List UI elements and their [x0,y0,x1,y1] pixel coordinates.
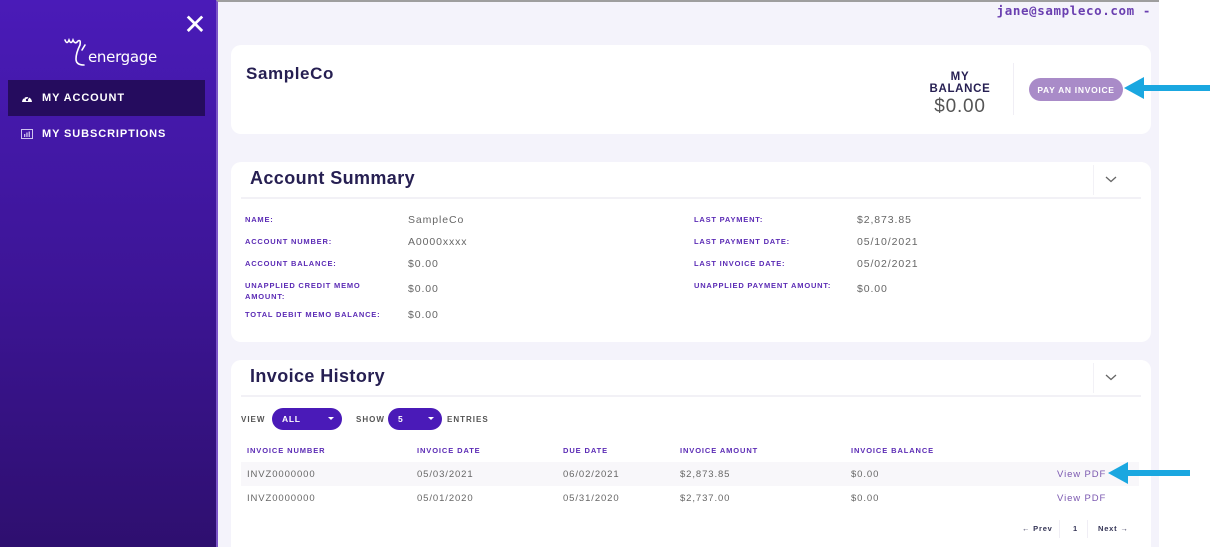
view-pdf-link[interactable]: View PDF [1057,469,1107,480]
sidebar: ✕ energage MY ACCOUNT [0,0,216,547]
my-balance: MY BALANCE $0.00 [919,71,1001,118]
column-header-invoice-date[interactable]: INVOICE DATE [417,446,481,455]
last-payment-label: LAST PAYMENT: [694,215,764,224]
divider [1059,520,1060,538]
prev-page-button[interactable]: ← Prev [1022,524,1053,533]
sidebar-item-my-account[interactable]: MY ACCOUNT [8,80,205,116]
total-debit-memo-label: TOTAL DEBIT MEMO BALANCE: [245,310,381,319]
unapplied-credit-memo-value: $0.00 [408,283,439,295]
caret-down-icon [328,417,334,420]
due-date: 05/31/2020 [563,493,620,504]
column-header-invoice-balance[interactable]: INVOICE BALANCE [851,446,935,455]
account-summary-card: Account Summary NAME: SampleCo ACCOUNT N… [231,162,1151,342]
chevron-down-icon[interactable] [1103,171,1119,187]
invoice-amount: $2,737.00 [680,493,731,504]
account-balance-label: ACCOUNT BALANCE: [245,259,337,268]
table-row: INVZ0000000 05/01/2020 05/31/2020 $2,737… [241,486,1139,510]
unapplied-payment-value: $0.00 [857,283,888,295]
show-label: SHOW [356,415,385,424]
account-balance-value: $0.00 [408,258,439,270]
view-select[interactable]: ALL [272,408,342,430]
logo-swirl-icon [64,37,86,66]
name-value: SampleCo [408,214,465,226]
view-pdf-link[interactable]: View PDF [1057,493,1107,504]
show-entries-select[interactable]: 5 [388,408,442,430]
last-payment-date-label: LAST PAYMENT DATE: [694,237,790,246]
company-name: SampleCo [246,64,334,83]
due-date: 06/02/2021 [563,469,620,480]
invoice-balance: $0.00 [851,493,880,504]
account-number-label: ACCOUNT NUMBER: [245,237,332,246]
divider [1013,63,1014,115]
total-debit-memo-value: $0.00 [408,309,439,321]
table-row: INVZ0000000 05/03/2021 06/02/2021 $2,873… [241,462,1139,486]
unapplied-payment-label: UNAPPLIED PAYMENT AMOUNT: [694,281,832,290]
entries-label: ENTRIES [447,415,489,424]
divider [1093,165,1094,195]
invoice-date: 05/01/2020 [417,493,474,504]
energage-logo[interactable]: energage [62,36,162,72]
section-title: Invoice History [250,366,386,386]
chevron-down-icon[interactable] [1103,369,1119,385]
sidebar-item-my-subscriptions[interactable]: MY SUBSCRIPTIONS [8,116,205,152]
invoice-number: INVZ0000000 [247,493,316,504]
chart-icon [21,129,33,139]
close-icon: ✕ [183,8,207,41]
invoice-amount: $2,873.85 [680,469,731,480]
divider [241,197,1141,199]
main-content: jane@sampleco.com - SampleCo MY BALANCE … [216,0,1159,547]
annotation-arrow-icon [1108,462,1190,484]
invoice-date: 05/03/2021 [417,469,474,480]
balance-value: $0.00 [934,96,986,117]
invoice-number: INVZ0000000 [247,469,316,480]
annotation-arrow-icon [1124,77,1210,99]
account-header-card: SampleCo MY BALANCE $0.00 PAY AN INVOICE [231,45,1151,134]
balance-label: MY BALANCE [929,71,991,95]
divider [1087,520,1088,538]
page-number-button[interactable]: 1 [1073,524,1078,533]
column-header-due-date[interactable]: DUE DATE [563,446,608,455]
caret-down-icon [428,417,434,420]
name-label: NAME: [245,215,274,224]
last-payment-value: $2,873.85 [857,214,912,226]
last-payment-date-value: 05/10/2021 [857,236,919,248]
dashboard-icon [22,95,32,102]
next-page-button[interactable]: Next → [1098,524,1129,533]
last-invoice-date-label: LAST INVOICE DATE: [694,259,786,268]
account-number-value: A0000xxxx [408,236,468,248]
logo-text: energage [88,48,157,66]
divider [1093,363,1094,393]
pay-an-invoice-button[interactable]: PAY AN INVOICE [1029,78,1123,101]
column-header-invoice-number[interactable]: INVOICE NUMBER [247,446,326,455]
invoice-history-card: Invoice History VIEW ALL SHOW 5 ENTRIES … [231,360,1151,547]
divider [241,395,1141,397]
user-menu-dropdown[interactable]: jane@sampleco.com - [996,3,1151,18]
invoice-balance: $0.00 [851,469,880,480]
section-title: Account Summary [250,168,416,188]
sidebar-item-label: MY SUBSCRIPTIONS [42,128,167,140]
unapplied-credit-memo-label: UNAPPLIED CREDIT MEMO AMOUNT: [245,281,361,301]
column-header-invoice-amount[interactable]: INVOICE AMOUNT [680,446,759,455]
view-label: VIEW [241,415,266,424]
close-sidebar-button[interactable]: ✕ [183,11,207,39]
last-invoice-date-value: 05/02/2021 [857,258,919,270]
sidebar-item-label: MY ACCOUNT [42,92,125,104]
